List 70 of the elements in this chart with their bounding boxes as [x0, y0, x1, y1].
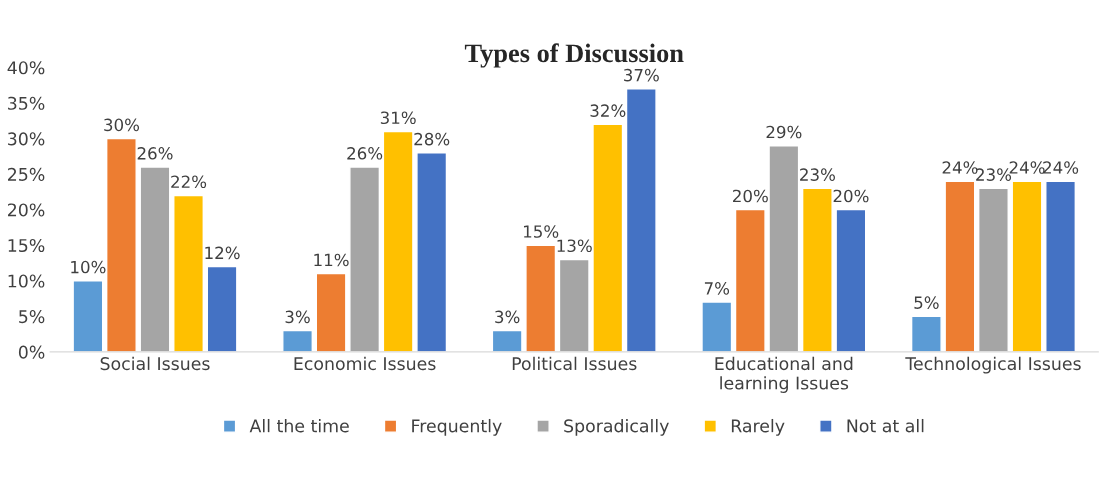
bar: [206, 265, 238, 352]
bar: [944, 180, 976, 352]
bar: [978, 187, 1009, 352]
data-label: 20%: [733, 189, 768, 203]
bar: [801, 187, 833, 352]
data-label: 5%: [914, 296, 939, 309]
data-label: 31%: [380, 111, 416, 125]
bar: [525, 244, 557, 352]
bar: [416, 152, 448, 352]
data-label: 32%: [590, 104, 626, 117]
data-label: 26%: [137, 147, 173, 160]
data-label: 28%: [414, 132, 450, 146]
data-label: 26%: [347, 147, 383, 160]
bar: [910, 315, 942, 352]
data-label: 29%: [766, 125, 802, 139]
data-label: 24%: [1043, 161, 1079, 174]
y-tick-label: 0%: [18, 345, 45, 359]
x-tick-label: Economic Issues: [294, 356, 436, 371]
bar: [382, 130, 414, 352]
bar: [625, 88, 657, 352]
bar: [315, 272, 347, 352]
legend-label: Rarely: [731, 418, 785, 436]
data-label: 30%: [104, 118, 140, 132]
bar: [491, 329, 523, 352]
y-tick-label: 20%: [8, 203, 45, 217]
legend-label: Frequently: [412, 418, 502, 436]
bar: [105, 137, 137, 352]
bar: [349, 166, 381, 352]
bar: [768, 144, 800, 352]
bar: [173, 194, 204, 352]
bar: [282, 329, 313, 352]
bar: [72, 280, 104, 352]
y-tick-label: 30%: [8, 132, 45, 146]
data-label: 22%: [171, 175, 207, 189]
data-label: 37%: [624, 68, 659, 82]
data-label: 23%: [800, 168, 835, 181]
bar: [835, 208, 867, 352]
legend-label: Not at all: [847, 418, 924, 433]
y-tick-label: 15%: [8, 238, 45, 253]
y-tick-label: 40%: [7, 61, 45, 75]
bar: [139, 166, 171, 352]
data-label: 11%: [314, 253, 349, 267]
data-label: 10%: [71, 260, 106, 274]
bar: [558, 258, 590, 352]
y-tick-label: 35%: [8, 96, 45, 110]
x-tick-label: Educational and learning Issues: [715, 356, 853, 393]
data-label: 15%: [523, 225, 559, 238]
bar: [1045, 180, 1076, 352]
data-label: 3%: [495, 310, 520, 324]
y-tick-label: 25%: [8, 167, 45, 181]
data-label: 12%: [205, 246, 240, 260]
bar: [1011, 180, 1043, 352]
y-tick-label: 10%: [8, 274, 45, 288]
data-label: 3%: [285, 310, 310, 324]
legend-label: All the time: [249, 418, 349, 433]
data-label: 13%: [557, 239, 592, 253]
bar: [734, 208, 766, 352]
x-tick-label: Social Issues: [100, 356, 210, 371]
bar: [592, 123, 624, 352]
data-label: 24%: [942, 161, 978, 174]
data-label: 23%: [976, 168, 1012, 181]
bar: [701, 301, 733, 352]
y-tick-label: 5%: [19, 310, 45, 324]
data-label: 7%: [704, 282, 730, 295]
data-label: 24%: [1009, 161, 1045, 174]
chart-title: Types of Discussion: [464, 43, 684, 68]
data-label: 20%: [833, 189, 869, 203]
x-tick-label: Technological Issues: [905, 356, 1081, 374]
x-tick-label: Political Issues: [512, 356, 637, 371]
legend-label: Sporadically: [564, 418, 669, 436]
